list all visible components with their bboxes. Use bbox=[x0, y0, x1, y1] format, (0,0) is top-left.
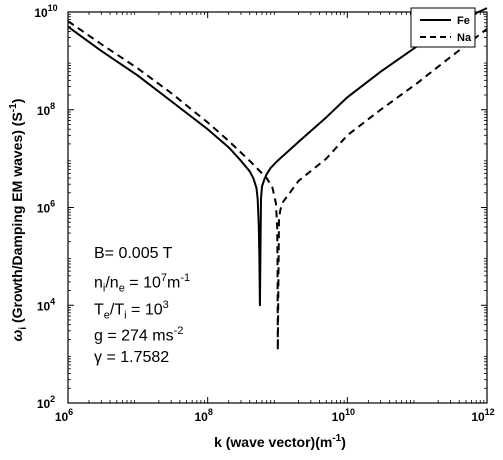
x-tick-label: 108 bbox=[194, 407, 212, 424]
series-line-na bbox=[67, 20, 488, 352]
plot-frame bbox=[67, 11, 488, 404]
x-tick-label: 1012 bbox=[471, 407, 494, 424]
annotation-gamma: γ = 1.7582 bbox=[94, 349, 170, 366]
y-tick-label: 104 bbox=[37, 296, 55, 313]
annotation-temperature-ratio: Te/Ti = 103 bbox=[94, 299, 169, 322]
x-axis-title: k (wave vector)(m-1) bbox=[214, 433, 346, 450]
y-tick-label: 1010 bbox=[34, 3, 57, 20]
series-line-fe bbox=[67, 7, 488, 307]
annotation-magnetic-field: B= 0.005 T bbox=[94, 245, 173, 262]
y-tick-label: 108 bbox=[37, 101, 55, 118]
x-tick-label: 106 bbox=[55, 407, 73, 424]
y-axis-title: ωi (Growth/Damping EM waves) (S-1) bbox=[8, 99, 29, 342]
annotation-gravity: g = 274 ms-2 bbox=[94, 325, 184, 345]
legend-label-na: Na bbox=[457, 32, 472, 44]
annotation-density-ratio: ni/ne = 107m-1 bbox=[94, 272, 191, 295]
y-tick-label: 102 bbox=[37, 394, 55, 411]
ticks-layer: 106 108 1010 1012 102 104 106 108 1010 bbox=[34, 3, 494, 424]
legend: Fe Na bbox=[410, 7, 476, 48]
legend-box bbox=[410, 7, 476, 48]
x-tick-label: 1010 bbox=[332, 407, 355, 424]
y-tick-label: 106 bbox=[37, 199, 55, 216]
series-layer bbox=[67, 7, 488, 352]
legend-label-fe: Fe bbox=[457, 15, 470, 27]
